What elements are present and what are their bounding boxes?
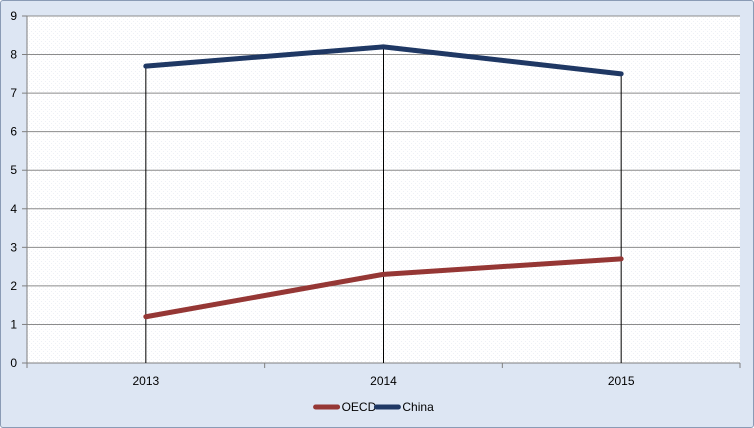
series-lines [143, 44, 624, 320]
y-tick-label: 0 [10, 356, 17, 370]
x-tick-label: 2015 [608, 374, 635, 388]
x-tick-label: 2013 [132, 374, 159, 388]
y-tick-label: 2 [10, 279, 17, 293]
y-tick-label: 1 [10, 317, 17, 331]
series-line-china [143, 44, 624, 77]
y-tick-label: 5 [10, 163, 17, 177]
x-tick-labels: 2013 2014 2015 [132, 374, 634, 388]
legend: OECD China [313, 400, 434, 414]
y-tick-labels: 0 1 2 3 4 5 6 7 8 9 [10, 9, 17, 370]
x-tick-label: 2014 [370, 374, 397, 388]
y-tick-label: 8 [10, 48, 17, 62]
y-tick-label: 4 [10, 202, 17, 216]
series-line-oecd [143, 256, 624, 320]
y-tick-label: 3 [10, 240, 17, 254]
y-tick-label: 7 [10, 86, 17, 100]
y-tick-label: 6 [10, 125, 17, 139]
y-tick-label: 9 [10, 9, 17, 23]
drop-lines [145, 46, 622, 363]
legend-label-china: China [402, 400, 434, 414]
legend-label-oecd: OECD [342, 400, 377, 414]
